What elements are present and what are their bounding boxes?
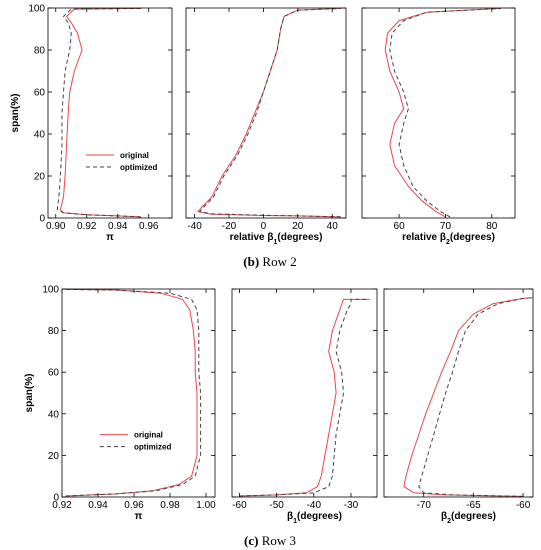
x-axis-label-subscript: 2: [447, 518, 451, 525]
x-tick-label: 0.94: [88, 500, 108, 511]
y-axis-label: span(%): [10, 94, 21, 133]
x-tick-label: 60: [394, 221, 406, 232]
y-tick-label: 60: [48, 368, 60, 379]
y-axis-label: span(%): [24, 374, 35, 413]
x-axis-label-part: β: [441, 511, 447, 522]
series-line-optimized: [65, 289, 202, 497]
series-line-original: [197, 8, 341, 218]
x-axis-label-part: relative β: [402, 232, 446, 243]
x-tick-label: 0.94: [108, 221, 128, 232]
x-tick-label: -20: [222, 221, 237, 232]
y-tick-label: 80: [34, 46, 46, 57]
x-tick-label: 0.96: [124, 500, 144, 511]
y-tick-label: 20: [48, 451, 60, 462]
x-tick-label: 0.96: [139, 221, 159, 232]
chart-panel-2: -40 -20 0 20 40 relative β1(degrees): [185, 7, 347, 246]
plot-frame: [383, 288, 534, 498]
x-tick-label: 20: [292, 221, 304, 232]
y-tick-label: 60: [34, 88, 46, 99]
caption-text: Row 3: [258, 533, 296, 548]
y-tick-label: 0: [39, 214, 45, 225]
x-axis-label-subscript: 1: [293, 518, 297, 525]
caption-letter: (c): [244, 533, 258, 548]
chart-panel-6: -70 -65 -60 β2(degrees): [383, 288, 534, 525]
series-line-original: [403, 297, 533, 497]
x-axis-label: β2(degrees): [441, 511, 496, 525]
x-tick-label: 0.98: [160, 500, 180, 511]
legend-label-optimized: optimized: [120, 163, 157, 172]
x-axis-label-part: (degrees): [297, 511, 342, 522]
series-line-original: [59, 8, 142, 218]
x-tick-label: -30: [344, 500, 359, 511]
x-tick-label: 0: [261, 221, 267, 232]
y-tick-label: 40: [34, 130, 46, 141]
series-line-optimized: [56, 8, 142, 218]
x-tick-label: 40: [327, 221, 339, 232]
x-axis-label-part: relative β: [230, 232, 274, 243]
plot-frame: [231, 288, 378, 498]
y-tick-label: 100: [42, 285, 59, 296]
x-tick-label: 1.00: [196, 500, 216, 511]
y-tick-label: 100: [28, 4, 45, 15]
plot-frame: [47, 7, 173, 219]
y-tick-label: 0: [53, 493, 59, 504]
x-axis-label-part: (degrees): [277, 232, 322, 243]
x-tick-label: -70: [417, 500, 432, 511]
series-line-optimized: [389, 8, 502, 218]
caption-text: Row 2: [259, 254, 297, 269]
x-tick-label: 0.92: [52, 500, 72, 511]
x-axis-label: relative β2(degrees): [402, 232, 495, 246]
caption-row-3: (c) Row 3: [244, 533, 296, 548]
x-axis-label-part: (degrees): [450, 232, 495, 243]
series-line-original: [65, 289, 198, 497]
y-tick-label: 80: [48, 326, 60, 337]
legend-label-original: original: [120, 151, 149, 160]
x-tick-label: -60: [232, 500, 247, 511]
series-line-optimized: [198, 8, 341, 218]
plot-panels: 0.90 0.92 0.94 0.96020406080100πspan(%)orig…: [10, 4, 534, 525]
x-axis-label: relative β1(degrees): [230, 232, 323, 246]
x-tick-label: -50: [269, 500, 284, 511]
x-tick-label: 80: [486, 221, 498, 232]
x-axis-label: β1(degrees): [287, 511, 342, 525]
chart-panel-4: 0.92 0.94 0.96 0.98 1.00 0 20 40 60 80 100 π span(%)…: [24, 285, 216, 523]
x-tick-label: -60: [516, 500, 531, 511]
x-tick-label: -65: [466, 500, 481, 511]
plot-frame: [361, 7, 516, 219]
x-axis-label-subscript: 1: [273, 239, 277, 246]
legend-label-optimized: optimized: [134, 443, 171, 452]
y-tick-label: 20: [34, 172, 46, 183]
series-line-original: [239, 298, 370, 497]
chart-panel-1: 0.90 0.92 0.94 0.96 0 20 40 60 80 100 π span(%) orig…: [10, 4, 173, 243]
caption-row-2: (b) Row 2: [243, 254, 296, 269]
plot-frame: [61, 288, 216, 498]
x-axis-label-part: β: [287, 511, 293, 522]
series-line-optimized: [418, 297, 533, 497]
legend-label-original: original: [134, 431, 163, 440]
y-tick-label: 40: [48, 409, 60, 420]
series-line-optimized: [239, 298, 370, 497]
x-tick-label: 0.90: [46, 221, 66, 232]
plot-frame: [185, 7, 347, 219]
x-axis-label: π: [106, 232, 114, 243]
x-axis-label: π: [135, 511, 143, 522]
x-tick-label: -40: [187, 221, 202, 232]
x-axis-label-subscript: 2: [446, 239, 450, 246]
series-line-original: [384, 8, 502, 218]
x-tick-label: -40: [307, 500, 322, 511]
caption-letter: (b): [243, 254, 259, 269]
x-tick-label: 70: [440, 221, 452, 232]
x-axis-label-part: (degrees): [451, 511, 496, 522]
x-tick-label: 0.92: [77, 221, 97, 232]
